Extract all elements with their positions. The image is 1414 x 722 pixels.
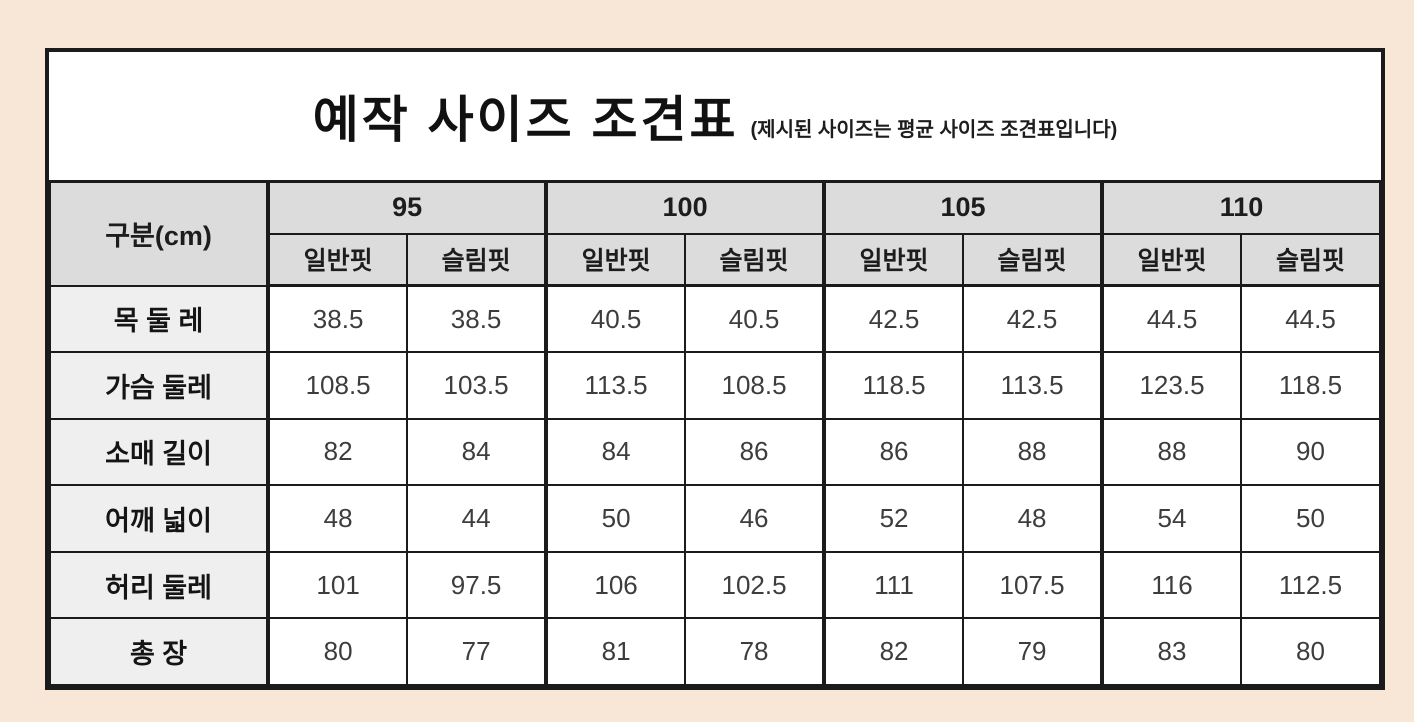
size-value-cell: 40.5 bbox=[544, 284, 687, 354]
size-value-cell: 106 bbox=[544, 550, 687, 620]
size-value-cell: 111 bbox=[822, 550, 965, 620]
size-value-cell: 38.5 bbox=[406, 284, 548, 354]
size-value-cell: 50 bbox=[544, 484, 687, 553]
size-value-cell: 103.5 bbox=[406, 351, 548, 420]
size-value-cell: 90 bbox=[1240, 417, 1381, 487]
size-value-cell: 113.5 bbox=[962, 351, 1104, 420]
chart-subtitle: (제시된 사이즈는 평균 사이즈 조견표입니다) bbox=[750, 118, 1118, 141]
size-value-cell: 116 bbox=[1100, 550, 1242, 620]
size-value-cell: 44.5 bbox=[1240, 284, 1381, 354]
size-value-cell: 81 bbox=[544, 617, 687, 686]
size-value-cell: 108.5 bbox=[684, 351, 826, 420]
size-value-cell: 46 bbox=[684, 484, 826, 553]
fit-header-slim: 슬림핏 bbox=[684, 232, 826, 287]
size-value-cell: 84 bbox=[544, 417, 687, 487]
size-value-cell: 113.5 bbox=[544, 351, 687, 420]
row-label: 목 둘 레 bbox=[48, 284, 270, 354]
size-table: 구분(cm) 95 100 105 110 일반핏 슬림핏 일반핏 슬림핏 일반… bbox=[48, 180, 1381, 686]
size-value-cell: 42.5 bbox=[822, 284, 965, 354]
size-value-cell: 83 bbox=[1100, 617, 1242, 686]
table-row: 허리 둘레 101 97.5 106 102.5 111 107.5 116 112.5 bbox=[48, 550, 1381, 620]
size-chart: 예작 사이즈 조견표 (제시된 사이즈는 평균 사이즈 조견표입니다) 구분(c… bbox=[45, 48, 1385, 690]
table-row: 목 둘 레 38.5 38.5 40.5 40.5 42.5 42.5 44.5 44.5 bbox=[48, 284, 1381, 354]
table-row: 총 장 80 77 81 78 82 79 83 80 bbox=[48, 617, 1381, 686]
table-row: 어깨 넓이 48 44 50 46 52 48 54 50 bbox=[48, 484, 1381, 553]
size-value-cell: 123.5 bbox=[1100, 351, 1242, 420]
fit-header-regular: 일반핏 bbox=[544, 232, 687, 287]
size-value-cell: 86 bbox=[822, 417, 965, 487]
size-value-cell: 101 bbox=[266, 550, 409, 620]
size-value-cell: 118.5 bbox=[822, 351, 965, 420]
size-value-cell: 97.5 bbox=[406, 550, 548, 620]
size-group-header-row: 구분(cm) 95 100 105 110 bbox=[48, 180, 1381, 287]
size-group-100: 100 bbox=[544, 180, 826, 235]
size-value-cell: 80 bbox=[1240, 617, 1381, 686]
table-row: 가슴 둘레 108.5 103.5 113.5 108.5 118.5 113.5 123.5… bbox=[48, 351, 1381, 420]
size-value-cell: 54 bbox=[1100, 484, 1242, 553]
row-label: 소매 길이 bbox=[48, 417, 270, 487]
size-value-cell: 44.5 bbox=[1100, 284, 1242, 354]
size-value-cell: 50 bbox=[1240, 484, 1381, 553]
size-group-110: 110 bbox=[1100, 180, 1381, 235]
size-value-cell: 102.5 bbox=[684, 550, 826, 620]
fit-header-regular: 일반핏 bbox=[266, 232, 409, 287]
fit-header-regular: 일반핏 bbox=[1100, 232, 1242, 287]
size-table-body: 목 둘 레 38.5 38.5 40.5 40.5 42.5 42.5 44.5 44.5 가슴 … bbox=[48, 284, 1381, 686]
fit-header-slim: 슬림핏 bbox=[1240, 232, 1381, 287]
size-value-cell: 84 bbox=[406, 417, 548, 487]
fit-header-slim: 슬림핏 bbox=[406, 232, 548, 287]
size-value-cell: 82 bbox=[266, 417, 409, 487]
size-value-cell: 42.5 bbox=[962, 284, 1104, 354]
size-value-cell: 108.5 bbox=[266, 351, 409, 420]
size-value-cell: 48 bbox=[962, 484, 1104, 553]
size-value-cell: 38.5 bbox=[266, 284, 409, 354]
size-value-cell: 40.5 bbox=[684, 284, 826, 354]
chart-title: 예작 사이즈 조견표 bbox=[312, 92, 739, 148]
row-label: 어깨 넓이 bbox=[48, 484, 270, 553]
row-label: 허리 둘레 bbox=[48, 550, 270, 620]
fit-header-slim: 슬림핏 bbox=[962, 232, 1104, 287]
size-value-cell: 88 bbox=[962, 417, 1104, 487]
size-group-105: 105 bbox=[822, 180, 1104, 235]
size-value-cell: 44 bbox=[406, 484, 548, 553]
row-label: 가슴 둘레 bbox=[48, 351, 270, 420]
unit-header-cell: 구분(cm) bbox=[48, 180, 270, 287]
size-value-cell: 88 bbox=[1100, 417, 1242, 487]
size-group-95: 95 bbox=[266, 180, 548, 235]
size-value-cell: 112.5 bbox=[1240, 550, 1381, 620]
table-row: 소매 길이 82 84 84 86 86 88 88 90 bbox=[48, 417, 1381, 487]
size-value-cell: 77 bbox=[406, 617, 548, 686]
size-value-cell: 79 bbox=[962, 617, 1104, 686]
fit-header-regular: 일반핏 bbox=[822, 232, 965, 287]
size-value-cell: 86 bbox=[684, 417, 826, 487]
size-value-cell: 82 bbox=[822, 617, 965, 686]
size-value-cell: 107.5 bbox=[962, 550, 1104, 620]
size-value-cell: 48 bbox=[266, 484, 409, 553]
row-label: 총 장 bbox=[48, 617, 270, 686]
chart-title-row: 예작 사이즈 조견표 (제시된 사이즈는 평균 사이즈 조견표입니다) bbox=[49, 52, 1381, 180]
size-value-cell: 118.5 bbox=[1240, 351, 1381, 420]
size-value-cell: 52 bbox=[822, 484, 965, 553]
fit-header-row: 일반핏 슬림핏 일반핏 슬림핏 일반핏 슬림핏 일반핏 슬림핏 bbox=[50, 232, 1381, 287]
size-value-cell: 80 bbox=[266, 617, 409, 686]
size-value-cell: 78 bbox=[684, 617, 826, 686]
